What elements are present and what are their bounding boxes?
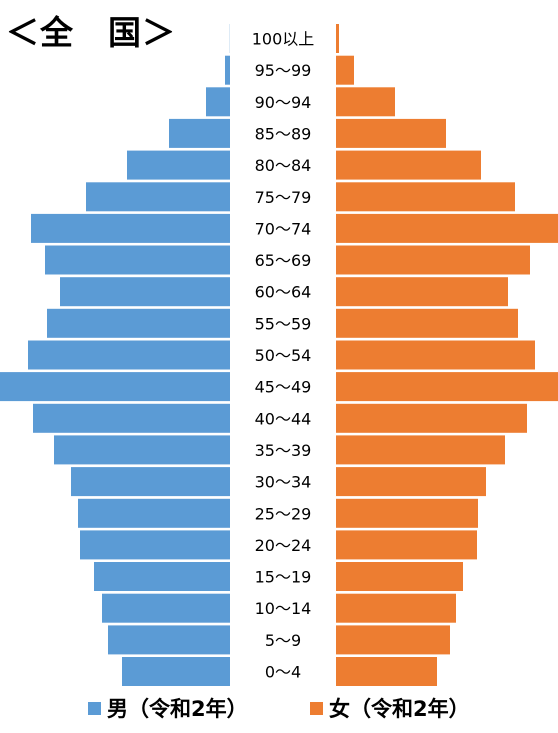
age-group-label: 85～89 [255,124,312,143]
chart-title: ＜全 国＞ [6,6,176,54]
legend-swatch-female [310,702,323,715]
age-group-label: 95～99 [255,61,312,80]
male-bar [108,625,230,654]
age-group-label: 15～19 [255,568,312,587]
female-bar [336,119,446,148]
age-group-label: 70～74 [255,219,312,238]
age-group-label: 65～69 [255,251,312,270]
female-bar [336,467,486,496]
male-bar [169,119,230,148]
female-bar [336,435,505,464]
female-bar [336,562,463,591]
female-bar [336,87,395,116]
male-bar [31,214,230,243]
age-group-label: 25～29 [255,504,312,523]
age-group-label: 100以上 [252,30,315,49]
female-bar [336,404,527,433]
female-bar [336,341,535,370]
male-bar [28,341,230,370]
male-bar [94,562,230,591]
age-group-label: 60～64 [255,283,312,302]
male-bar [225,56,230,85]
female-bar [336,214,558,243]
legend-label-male: 男（令和2年） [107,697,248,721]
male-bar [78,499,230,528]
female-bar [336,530,477,559]
age-group-label: 5～9 [265,631,301,650]
female-bar [336,24,339,53]
female-bar [336,246,530,275]
female-bar [336,499,478,528]
male-bar [0,372,230,401]
legend-label-female: 女（令和2年） [329,697,470,721]
male-bar [80,530,230,559]
female-bar [336,151,481,180]
female-bar [336,657,437,686]
age-group-label: 45～49 [255,378,312,397]
age-group-label: 10～14 [255,599,312,618]
female-bar [336,56,354,85]
female-bar [336,625,450,654]
age-group-label: 55～59 [255,314,312,333]
age-group-label: 20～24 [255,536,312,555]
female-bar [336,182,515,211]
male-bar [71,467,230,496]
male-bar [33,404,230,433]
male-bar [127,151,230,180]
age-group-label: 75～79 [255,188,312,207]
age-group-label: 40～44 [255,409,312,428]
male-bar [60,277,230,306]
female-bar [336,594,456,623]
age-group-label: 80～84 [255,156,312,175]
male-bar [86,182,230,211]
age-group-label: 30～34 [255,473,312,492]
legend-swatch-male [88,702,101,715]
male-bar [122,657,230,686]
male-bar [102,594,230,623]
age-group-label: 0～4 [265,663,301,682]
male-bar [47,309,230,338]
male-bar [206,87,230,116]
age-group-label: 90～94 [255,93,312,112]
age-group-label: 50～54 [255,346,312,365]
male-bar [54,435,230,464]
female-bar [336,372,558,401]
female-bar [336,309,518,338]
female-bar [336,277,508,306]
age-group-label: 35～39 [255,441,312,460]
male-bar [45,246,230,275]
